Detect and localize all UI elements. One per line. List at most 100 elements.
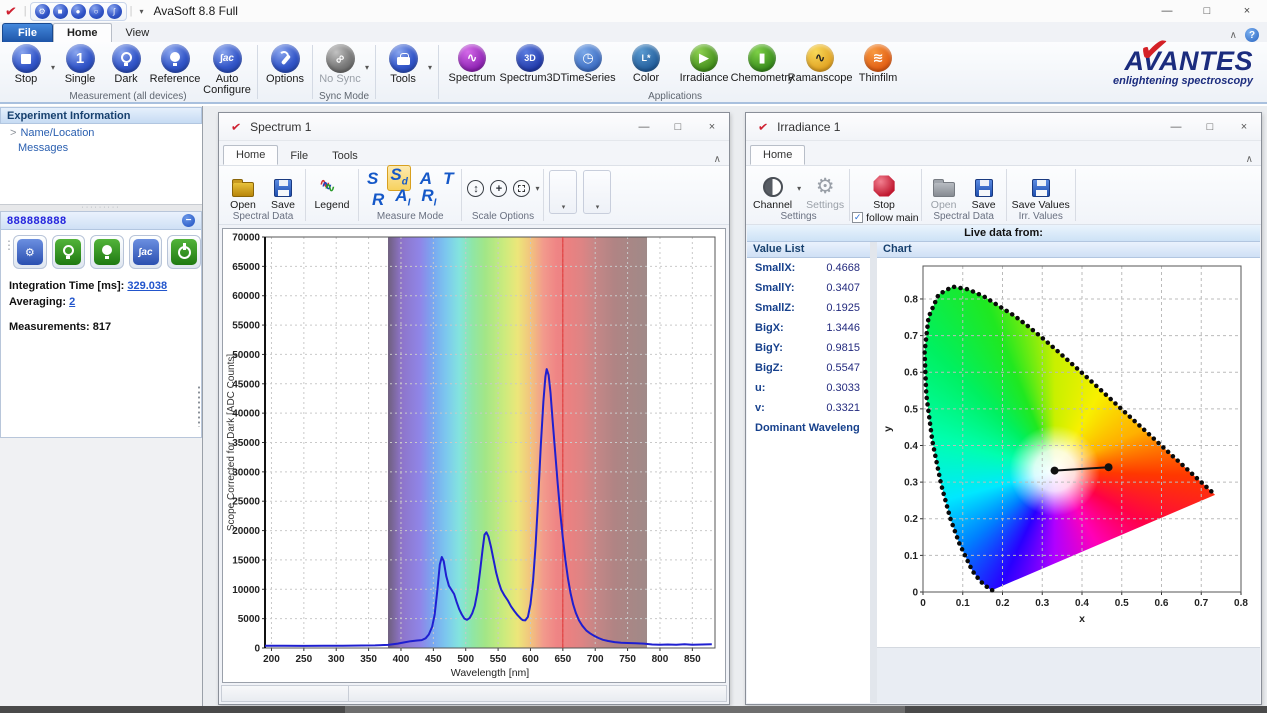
tab-tools[interactable]: Tools xyxy=(332,150,358,162)
measure-mode-ri[interactable]: RI xyxy=(421,185,437,209)
app-color-button[interactable]: L* Color xyxy=(617,44,675,84)
collapse-ribbon-icon[interactable]: ∧ xyxy=(713,154,721,165)
tree-item-name-location[interactable]: > Name/Location xyxy=(10,127,95,139)
tree-expand-icon[interactable]: > xyxy=(10,127,17,139)
dark-icon[interactable]: ● xyxy=(70,3,86,19)
device-power-button[interactable] xyxy=(167,235,201,269)
collapse-panel-icon[interactable]: − xyxy=(182,214,195,227)
app-irradiance-button[interactable]: ▶ Irradiance xyxy=(675,44,733,84)
maximize-button[interactable]: □ xyxy=(1203,5,1211,17)
measure-mode-sd[interactable]: Sd xyxy=(387,164,411,192)
sync-dropdown[interactable]: ▾ xyxy=(365,63,370,72)
device-auto-configure-button[interactable]: ∫ac xyxy=(128,235,163,269)
zoom-box-icon[interactable] xyxy=(513,180,531,197)
value-list-row: SmallX: 0.4668 xyxy=(755,262,860,274)
maximize-button[interactable]: □ xyxy=(674,120,682,133)
value-list-panel: Value List SmallX: 0.4668 SmallY: 0.3407 Sma… xyxy=(747,242,870,703)
panel-splitter[interactable]: ········· xyxy=(0,204,202,211)
save-values-button[interactable]: Save Values xyxy=(1009,166,1073,211)
app-timeseries-button[interactable]: ◷ TimeSeries xyxy=(559,44,617,84)
device-settings-button[interactable]: ⚙ xyxy=(13,235,47,269)
close-button[interactable]: × xyxy=(1240,120,1248,133)
options-icon[interactable]: ⚙ xyxy=(34,3,50,19)
tree-item-messages[interactable]: Messages xyxy=(18,142,69,154)
stop-dropdown[interactable]: ▾ xyxy=(51,63,56,72)
reference-button[interactable]: Reference xyxy=(149,44,201,85)
auto-configure-button[interactable]: ∫ac Auto Configure xyxy=(201,44,253,96)
checkbox-checked-icon[interactable]: ✓ xyxy=(852,212,864,223)
minimize-button[interactable]: — xyxy=(638,120,650,133)
minimize-button[interactable]: — xyxy=(1161,5,1173,17)
integration-time-link[interactable]: 329.038 xyxy=(127,280,168,292)
auto-configure-icon[interactable]: ∫ xyxy=(106,3,122,19)
save-button[interactable]: Save xyxy=(964,166,1004,211)
maximize-button[interactable]: □ xyxy=(1206,120,1214,133)
stop-button[interactable]: Stop xyxy=(852,166,916,211)
irradiance-window-titlebar[interactable]: ✔ Irradiance 1 — □ × xyxy=(746,113,1261,141)
svg-text:15000: 15000 xyxy=(232,555,260,566)
sync-mode-group: ∞ No Sync ▾ Sync Mode xyxy=(314,42,374,102)
app-chemometry-button[interactable]: ▮ Chemometry xyxy=(731,44,794,84)
no-sync-button[interactable]: ∞ No Sync xyxy=(317,44,363,85)
scale-dropdown[interactable]: ▾ xyxy=(535,184,540,193)
averaging-link[interactable]: 2 xyxy=(69,296,76,308)
dark-button[interactable]: Dark xyxy=(103,44,149,85)
device-reference-button[interactable] xyxy=(90,235,124,269)
svg-text:450: 450 xyxy=(425,654,442,665)
scale-y-icon[interactable]: ↕ xyxy=(467,180,485,197)
app-spectrum3d-button[interactable]: 3D Spectrum3D xyxy=(499,44,561,84)
app-thinfilm-button[interactable]: ≋ Thinfilm xyxy=(849,44,907,84)
measure-mode-r[interactable]: R xyxy=(372,189,385,209)
svg-text:650: 650 xyxy=(554,654,571,665)
help-icon[interactable]: ? xyxy=(1245,28,1259,42)
tab-home[interactable]: Home xyxy=(52,23,112,42)
minimize-button[interactable]: — xyxy=(1170,120,1182,133)
measure-mode-t[interactable]: T xyxy=(443,168,454,188)
options-button[interactable]: Options xyxy=(262,44,308,85)
tools-dropdown[interactable]: ▾ xyxy=(428,63,433,72)
irradiance-window: ✔ Irradiance 1 — □ × Home ∧ Channel ▾ xyxy=(745,112,1262,705)
irradiance-icon: ▶ xyxy=(690,44,719,72)
stop-icon[interactable]: ■ xyxy=(52,3,68,19)
tab-file[interactable]: File xyxy=(290,150,309,162)
save-button[interactable]: Save xyxy=(263,166,303,211)
svg-text:35000: 35000 xyxy=(232,438,260,449)
stop-button[interactable]: Stop xyxy=(3,44,49,85)
thinfilm-icon: ≋ xyxy=(864,44,893,72)
close-button[interactable]: × xyxy=(708,120,716,133)
spectrum-window-titlebar[interactable]: ✔ Spectrum 1 — □ × xyxy=(219,113,729,141)
channel-dropdown[interactable]: ▾ xyxy=(797,184,802,193)
tab-view[interactable]: View xyxy=(125,27,150,39)
settings-button[interactable]: ⚙ Settings xyxy=(806,175,845,211)
reference-icon[interactable]: ○ xyxy=(88,3,104,19)
single-button[interactable]: 1 Single xyxy=(57,44,103,85)
open-button[interactable]: Open xyxy=(223,166,263,211)
collapse-ribbon-icon[interactable]: ∧ xyxy=(1229,29,1237,41)
device-dark-button[interactable] xyxy=(51,235,86,269)
tab-file[interactable]: File xyxy=(2,23,53,42)
collapse-ribbon-icon[interactable]: ∧ xyxy=(1245,154,1253,165)
legend-button[interactable]: ∿ ∿ ∿ Legend xyxy=(314,175,350,211)
channel-button[interactable]: Channel xyxy=(750,166,795,211)
sidebar-drag-handle[interactable] xyxy=(197,385,201,427)
close-button[interactable]: × xyxy=(1243,5,1251,17)
spectrum-status-bar xyxy=(221,685,727,702)
quick-access-dropdown[interactable]: ▾ xyxy=(139,6,144,16)
svg-text:850: 850 xyxy=(684,654,701,665)
app-ramanscope-button[interactable]: ∿ Ramanscope xyxy=(788,44,852,84)
scale-xy-icon[interactable]: + xyxy=(490,180,508,197)
panel-splitter[interactable] xyxy=(870,242,877,703)
tab-home[interactable]: Home xyxy=(750,145,806,165)
tools-button[interactable]: Tools xyxy=(380,44,426,85)
split-button-2[interactable]: ▾ xyxy=(583,170,612,214)
measure-mode-a[interactable]: A xyxy=(419,168,433,188)
tab-home[interactable]: Home xyxy=(223,145,279,165)
split-button-1[interactable]: ▾ xyxy=(549,170,578,214)
cie-chart-area[interactable]: 0 0.1 0.2 0.3 0.4 0.5 0.6 0.7 0.8 0 0.1 0.2 0.3 0.4 0.… xyxy=(877,258,1260,703)
measure-mode-s[interactable]: S xyxy=(367,168,379,188)
spectrum-chart-area[interactable]: 200 250 300 350 400 450 500 550 600 650 700 750 800 8… xyxy=(222,228,726,683)
measure-mode-ai[interactable]: AI xyxy=(395,185,411,209)
open-button[interactable]: Open xyxy=(924,166,964,211)
app-spectrum-button[interactable]: ∿ Spectrum xyxy=(443,44,501,84)
follow-main-checkbox-row[interactable]: ✓ follow main xyxy=(852,211,919,224)
